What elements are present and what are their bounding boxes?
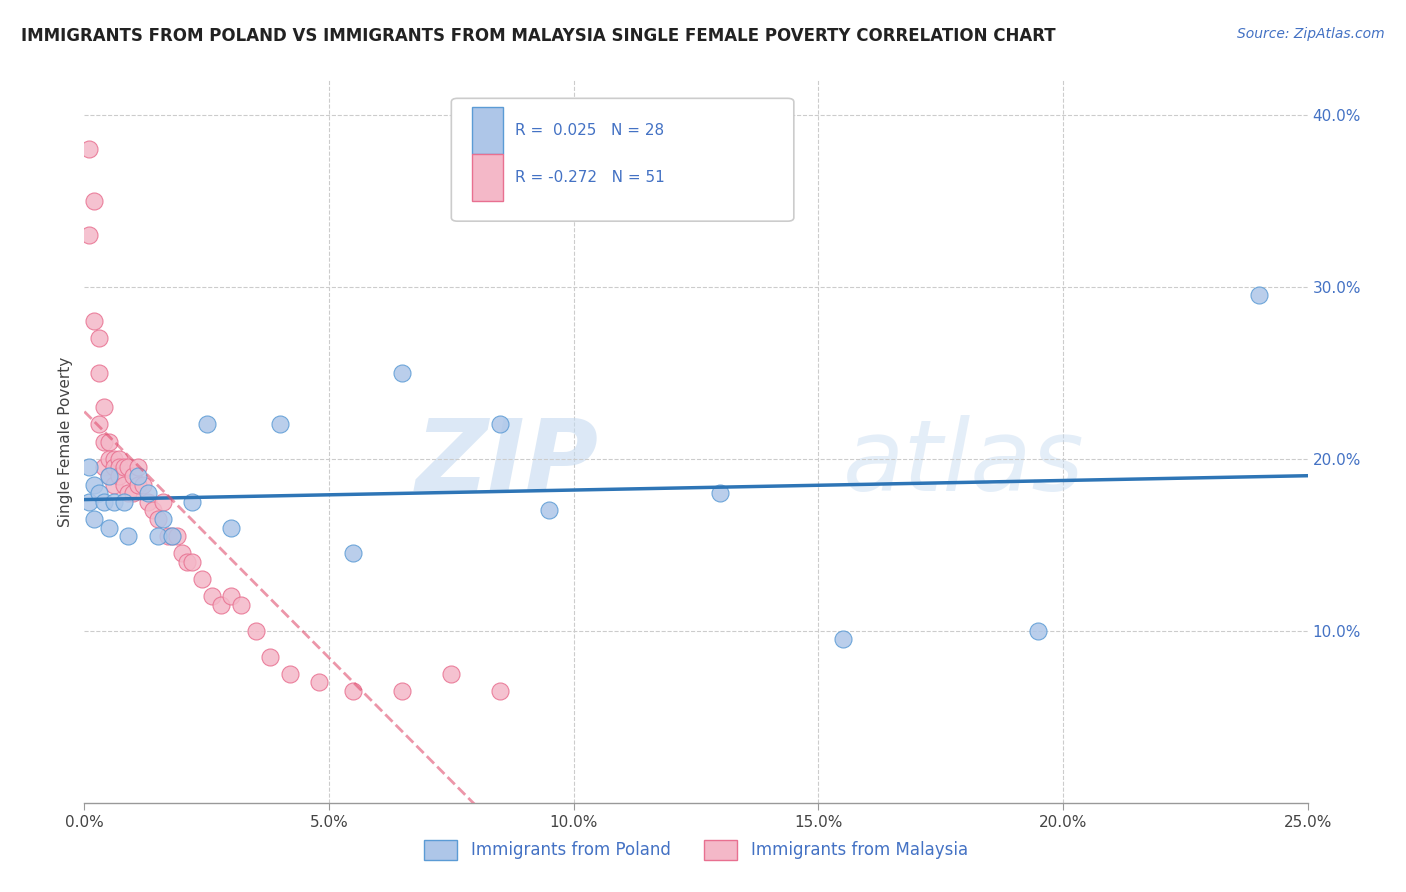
Point [93,400,115,414]
Point [278,666,301,681]
Point [200,590,222,604]
Point [83,512,105,526]
Point [391,366,413,380]
Point [83,314,105,328]
Point [83,194,105,208]
Point [162,529,184,543]
Point [93,434,115,449]
Point [77,460,100,475]
Point [93,494,115,508]
Point [77,228,100,243]
Point [1247,288,1270,302]
Point [83,477,105,491]
Point [209,598,232,612]
Point [117,486,139,500]
Point [146,512,169,526]
Point [181,494,204,508]
FancyBboxPatch shape [472,107,503,154]
Point [538,503,561,517]
Point [191,572,214,586]
Point [709,486,731,500]
Point [308,675,330,690]
Point [1028,624,1050,638]
Point [162,529,184,543]
Point [269,417,291,432]
FancyBboxPatch shape [451,98,794,221]
Text: atlas: atlas [842,415,1084,512]
Point [342,684,364,698]
Point [112,494,135,508]
Point [489,417,512,432]
Point [127,477,149,491]
Point [107,460,129,475]
Y-axis label: Single Female Poverty: Single Female Poverty [58,357,73,526]
Point [97,451,120,466]
Point [77,142,100,156]
Point [152,512,174,526]
Point [176,555,198,569]
Point [97,469,120,483]
Point [103,494,125,508]
Text: ZIP: ZIP [415,415,598,512]
Point [136,494,159,508]
Point [172,546,194,560]
Point [87,417,110,432]
Point [127,469,149,483]
Point [219,520,242,534]
Point [103,460,125,475]
Point [107,469,129,483]
Point [229,598,252,612]
Point [112,477,135,491]
Point [245,624,267,638]
Point [103,451,125,466]
Point [127,460,149,475]
Point [152,494,174,508]
Point [489,684,512,698]
Text: R =  0.025   N = 28: R = 0.025 N = 28 [515,123,664,138]
Point [93,460,115,475]
Point [87,366,110,380]
Text: Source: ZipAtlas.com: Source: ZipAtlas.com [1237,27,1385,41]
Point [166,529,188,543]
Point [156,529,179,543]
Point [117,529,139,543]
Text: R = -0.272   N = 51: R = -0.272 N = 51 [515,170,665,186]
Point [342,546,364,560]
Point [146,529,169,543]
Point [440,666,463,681]
Point [259,649,281,664]
Point [391,684,413,698]
Point [107,451,129,466]
Point [219,590,242,604]
Point [97,520,120,534]
FancyBboxPatch shape [472,154,503,202]
Legend: Immigrants from Poland, Immigrants from Malaysia: Immigrants from Poland, Immigrants from … [418,833,974,867]
Point [87,331,110,345]
Point [195,417,218,432]
Point [122,486,145,500]
Point [181,555,204,569]
Point [142,503,165,517]
Point [97,434,120,449]
Point [97,469,120,483]
Point [112,460,135,475]
Point [87,486,110,500]
Point [77,494,100,508]
Point [831,632,853,647]
Point [103,477,125,491]
Point [117,460,139,475]
Point [136,486,159,500]
Point [122,469,145,483]
Text: IMMIGRANTS FROM POLAND VS IMMIGRANTS FROM MALAYSIA SINGLE FEMALE POVERTY CORRELA: IMMIGRANTS FROM POLAND VS IMMIGRANTS FRO… [21,27,1056,45]
Point [132,477,155,491]
